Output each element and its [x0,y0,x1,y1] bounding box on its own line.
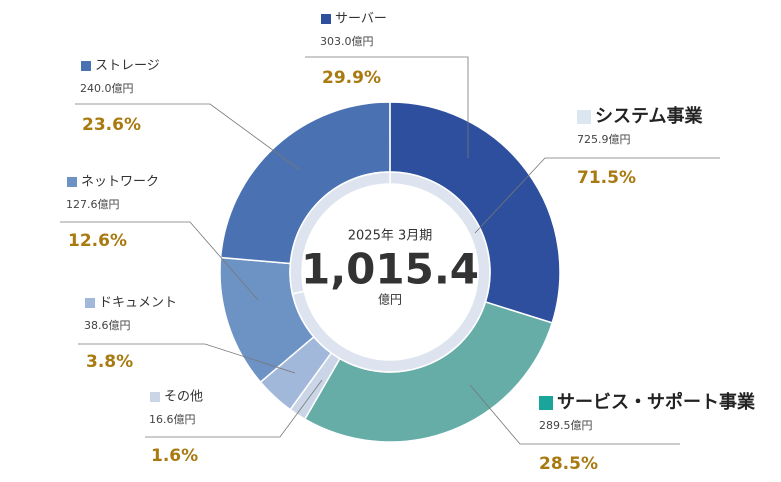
segment-amount: 38.6億円 [84,319,131,332]
leader-line [145,379,323,438]
leader-line [78,343,296,374]
segment-percent: 1.6% [151,446,198,466]
legend-swatch [539,396,553,410]
segment-percent: 23.6% [82,115,141,135]
legend-swatch [150,392,160,402]
donut [219,101,561,443]
group-amount: 289.5億円 [539,419,593,432]
legend-swatch [67,177,77,187]
labels: サーバー 303.0億円 29.9% ストレージ 240.0億円 23.6% ネットワーク 1… [60,12,756,474]
group-percent: 28.5% [539,454,598,474]
leader-line [469,384,680,445]
segment-percent: 3.8% [86,352,133,372]
segment-name: サーバー [335,12,387,27]
inner-ring [289,171,391,295]
segment-name: ドキュメント [99,296,177,311]
segment-amount: 303.0億円 [320,35,374,48]
group-name: サービス・サポート事業 [557,391,756,413]
center-hole [304,186,476,358]
segment-amount: 240.0億円 [80,82,134,95]
leader-line [75,103,301,171]
segment-percent: 12.6% [68,231,127,251]
group-name: システム事業 [595,105,703,127]
center-title: 2025年 3月期 [348,229,433,244]
center-total: 1,015.4 [301,245,479,294]
segment-name: ストレージ [95,59,160,74]
legend-swatch [81,61,91,71]
segment-percent: 29.9% [322,68,381,88]
legend-swatch [85,298,95,308]
legend-swatch [577,110,591,124]
segment-amount: 127.6億円 [66,198,120,211]
leader-line [305,56,469,158]
center-unit: 億円 [378,293,402,307]
segment-name: その他 [164,390,203,405]
segment-amount: 16.6億円 [149,413,196,426]
group-percent: 71.5% [577,168,636,188]
leader-line [474,157,720,234]
leader-line [60,221,259,301]
segment-name: ネットワーク [81,175,159,190]
group-amount: 725.9億円 [577,133,631,146]
legend-swatch [321,14,331,24]
